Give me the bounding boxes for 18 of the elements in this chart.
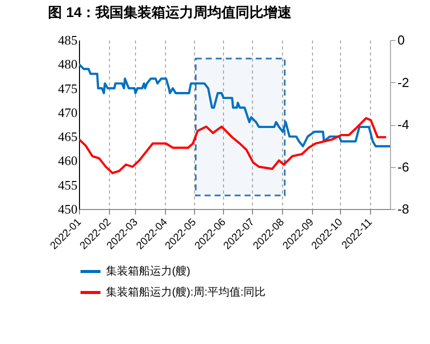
y-tick-label: 465 <box>58 129 78 144</box>
y-tick-label: 460 <box>58 153 78 168</box>
y-tick-label: 455 <box>58 177 78 192</box>
legend-label: 集装箱船运力(艘) <box>106 264 190 278</box>
line-series <box>79 117 388 174</box>
line-series <box>79 63 390 148</box>
y-tick-label: 480 <box>58 56 78 72</box>
y2-tick-label: -4 <box>398 117 410 132</box>
y-tick-label: 450 <box>58 202 78 216</box>
chart-title: 图 14：我国集装箱运力周均值同比增速 <box>48 4 293 20</box>
y2-tick-label: 0 <box>398 32 405 48</box>
y2-tick-label: -8 <box>398 202 410 216</box>
y-tick-label: 470 <box>58 104 78 120</box>
legend-label: 集装箱船运力(艘):周:平均值:同比 <box>106 286 266 298</box>
y2-tick-label: -6 <box>398 159 410 174</box>
y-tick-label: 485 <box>58 32 78 48</box>
y2-tick-label: -2 <box>398 74 410 90</box>
y-tick-label: 475 <box>58 80 78 96</box>
